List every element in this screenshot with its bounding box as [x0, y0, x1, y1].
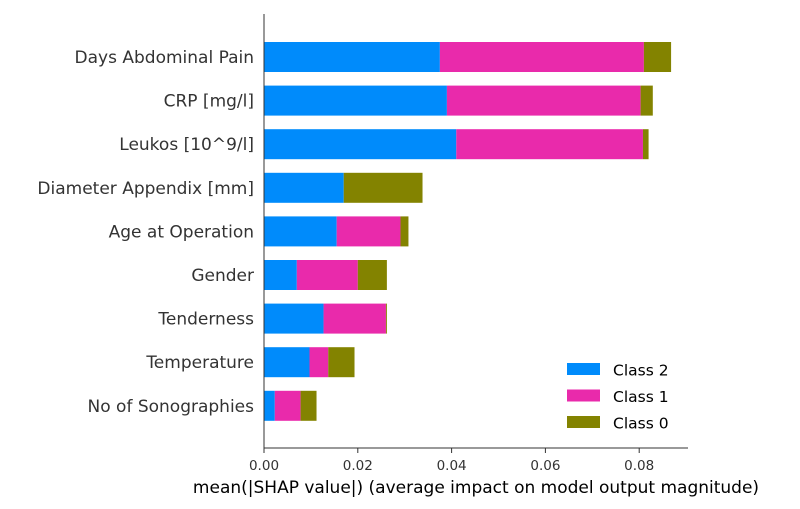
bar-no-of-sonographies-class-1 [274, 390, 301, 421]
bar-no-of-sonographies-class-0 [300, 390, 317, 421]
y-label-days-abdominal-pain: Days Abdominal Pain [75, 48, 254, 68]
bar-crp-mg-l-class-0 [640, 85, 653, 116]
x-tick-label: 0.00 [249, 458, 279, 474]
y-label-diameter-appendix-mm: Diameter Appendix [mm] [37, 179, 254, 199]
bar-tenderness-class-1 [323, 303, 386, 334]
legend-swatch-class-0 [567, 416, 600, 428]
bar-gender-class-1 [296, 260, 358, 290]
y-label-crp-mg-l: CRP [mg/l] [164, 92, 254, 112]
bar-leukos-10-9-l-class-0 [642, 129, 649, 160]
bar-leukos-10-9-l-class-2 [264, 129, 457, 160]
y-label-gender: Gender [191, 266, 254, 286]
y-axis-labels: Days Abdominal Pain CRP [mg/l] Leukos [10^… [37, 48, 254, 417]
bar-tenderness-class-2 [264, 303, 324, 334]
bar-age-at-operation-class-1 [336, 216, 401, 247]
x-tick-label: 0.04 [437, 458, 467, 474]
y-label-temperature: Temperature [145, 353, 254, 373]
legend-label-class-1: Class 1 [613, 388, 669, 406]
bar-days-abdominal-pain-class-1 [439, 42, 644, 72]
x-tick-label: 0.08 [624, 458, 654, 474]
legend-swatch-class-2 [567, 363, 600, 375]
bars-layer [264, 42, 672, 421]
y-label-age-at-operation: Age at Operation [109, 222, 254, 242]
bar-diameter-appendix-mm-class-0 [343, 172, 423, 203]
bar-age-at-operation-class-2 [264, 216, 337, 247]
bar-gender-class-0 [357, 260, 387, 290]
bar-age-at-operation-class-0 [400, 216, 409, 247]
bar-temperature-class-0 [328, 347, 355, 378]
x-axis-label: mean(|SHAP value|) (average impact on mo… [193, 478, 759, 498]
legend-label-class-0: Class 0 [613, 415, 669, 433]
bar-temperature-class-2 [264, 347, 310, 378]
x-axis-ticks: 0.00 0.02 0.04 0.06 0.08 [249, 448, 654, 474]
bar-leukos-10-9-l-class-1 [456, 129, 643, 160]
legend-label-class-2: Class 2 [613, 362, 669, 380]
bar-days-abdominal-pain-class-0 [643, 42, 672, 72]
y-label-leukos-10-9-l: Leukos [10^9/l] [119, 135, 254, 155]
y-label-tenderness: Tenderness [157, 310, 254, 330]
bar-gender-class-2 [264, 260, 297, 290]
x-tick-label: 0.06 [530, 458, 560, 474]
bar-crp-mg-l-class-2 [264, 85, 447, 116]
bar-no-of-sonographies-class-2 [264, 390, 275, 421]
bar-crp-mg-l-class-1 [446, 85, 641, 116]
legend-swatch-class-1 [567, 389, 600, 402]
bar-diameter-appendix-mm-class-2 [264, 172, 344, 203]
legend: Class 2 Class 1 Class 0 [567, 362, 669, 433]
x-tick-label: 0.02 [343, 458, 373, 474]
bar-tenderness-class-0 [385, 303, 387, 334]
bar-days-abdominal-pain-class-2 [264, 42, 440, 72]
bar-temperature-class-1 [309, 347, 329, 378]
y-label-no-of-sonographies: No of Sonographies [88, 397, 255, 417]
